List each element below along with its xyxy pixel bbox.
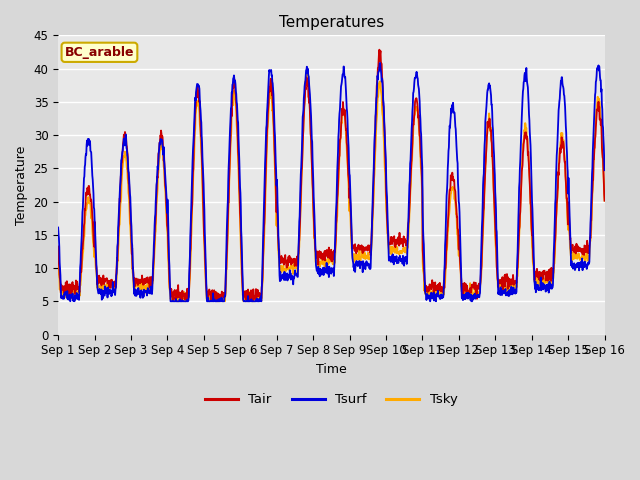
Legend: Tair, Tsurf, Tsky: Tair, Tsurf, Tsky xyxy=(200,388,463,412)
Text: BC_arable: BC_arable xyxy=(65,46,134,59)
Y-axis label: Temperature: Temperature xyxy=(15,145,28,225)
X-axis label: Time: Time xyxy=(316,363,347,376)
Title: Temperatures: Temperatures xyxy=(279,15,384,30)
